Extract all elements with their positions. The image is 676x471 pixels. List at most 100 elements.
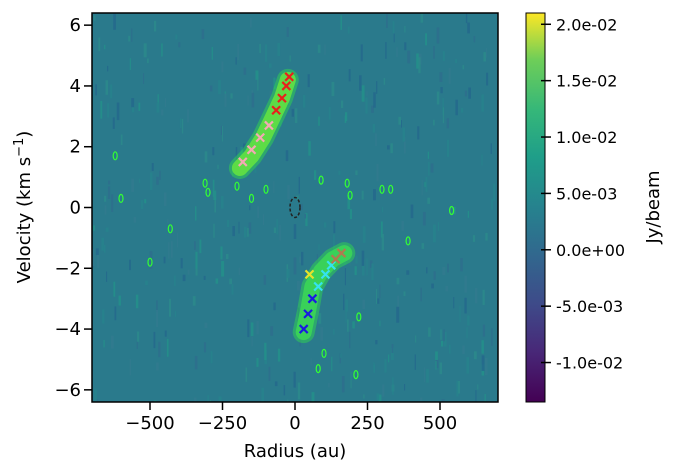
noise-streak xyxy=(120,134,123,145)
noise-streak xyxy=(475,390,477,402)
noise-streak xyxy=(467,22,470,34)
noise-streak xyxy=(372,124,376,133)
noise-streak xyxy=(376,163,379,182)
noise-streak xyxy=(376,81,378,94)
noise-streak xyxy=(428,327,431,337)
noise-streak xyxy=(268,63,272,68)
noise-streak xyxy=(408,237,410,246)
noise-streak xyxy=(363,394,365,399)
noise-streak xyxy=(414,354,416,370)
noise-streak xyxy=(209,85,213,92)
contour-blob xyxy=(315,364,321,374)
noise-streak xyxy=(212,147,215,156)
noise-streak xyxy=(481,154,483,166)
noise-streak xyxy=(116,102,120,121)
noise-streak xyxy=(118,295,121,306)
noise-streak xyxy=(447,263,449,273)
noise-streak xyxy=(485,232,488,241)
x-axis: −500 −250 0 250 500 xyxy=(125,402,457,434)
noise-streak xyxy=(373,364,376,373)
noise-streak xyxy=(446,139,449,157)
noise-streak xyxy=(297,281,300,291)
noise-streak xyxy=(254,166,257,173)
colorbar-tick-label: 1.5e-02 xyxy=(556,72,617,91)
noise-streak xyxy=(473,351,477,360)
noise-streak xyxy=(425,33,427,46)
noise-streak xyxy=(318,313,322,324)
contour-blob xyxy=(356,312,362,322)
contour-blob xyxy=(202,178,208,188)
noise-streak xyxy=(210,351,213,364)
noise-streak xyxy=(316,254,318,264)
noise-streak xyxy=(138,102,141,111)
noise-streak xyxy=(251,90,254,95)
noise-streak xyxy=(426,267,428,274)
noise-streak xyxy=(371,105,374,113)
noise-streak xyxy=(428,161,430,176)
colorbar-tick-label: 5.0e-03 xyxy=(556,184,617,203)
noise-streak xyxy=(347,195,351,210)
noise-streak xyxy=(314,170,317,180)
noise-streak xyxy=(169,298,171,317)
noise-streak xyxy=(392,21,395,34)
noise-streak xyxy=(136,331,140,342)
noise-streak xyxy=(211,46,213,60)
noise-streak xyxy=(261,387,264,402)
noise-streak xyxy=(477,384,479,390)
noise-streak xyxy=(104,205,107,215)
noise-streak xyxy=(213,223,215,238)
noise-streak xyxy=(433,224,436,243)
noise-streak xyxy=(435,360,437,370)
noise-streak xyxy=(154,20,157,32)
noise-streak xyxy=(361,85,365,102)
noise-streak xyxy=(456,380,459,397)
noise-streak xyxy=(473,36,476,43)
y-axis-label-close: ) xyxy=(14,131,35,138)
noise-streak xyxy=(273,181,275,194)
noise-streak xyxy=(396,47,398,57)
noise-streak xyxy=(264,342,267,361)
colorbar: -1.0e-02 -5.0e-03 0.0e+00 5.0e-03 1.0e-02 1.5… xyxy=(525,12,664,403)
noise-streak xyxy=(381,206,383,213)
noise-streak xyxy=(92,371,94,379)
red-marker xyxy=(277,93,287,103)
pink-marker xyxy=(238,157,248,167)
noise-streak xyxy=(195,251,198,269)
noise-streak xyxy=(113,13,116,30)
noise-streak xyxy=(286,269,290,278)
noise-streak xyxy=(459,305,461,322)
noise-streak xyxy=(366,258,368,276)
noise-streak xyxy=(448,67,451,84)
noise-layer xyxy=(92,13,496,402)
noise-streak xyxy=(212,179,215,197)
noise-streak xyxy=(249,205,251,211)
noise-streak xyxy=(464,275,467,293)
y-tick-label: −2 xyxy=(54,258,81,279)
noise-streak xyxy=(455,99,458,116)
noise-streak xyxy=(464,297,467,314)
noise-streak xyxy=(103,245,106,253)
noise-streak xyxy=(385,42,387,59)
noise-streak xyxy=(129,359,132,376)
noise-streak xyxy=(427,197,430,204)
noise-streak xyxy=(257,72,259,91)
noise-streak xyxy=(407,50,411,64)
noise-streak xyxy=(293,371,296,388)
noise-streak xyxy=(163,256,166,264)
noise-streak xyxy=(354,266,357,276)
noise-streak xyxy=(268,366,271,381)
noise-streak xyxy=(291,108,294,117)
noise-streak xyxy=(406,270,410,275)
noise-streak xyxy=(105,227,109,232)
noise-streak xyxy=(230,93,233,99)
noise-streak xyxy=(106,271,108,282)
noise-streak xyxy=(166,338,169,357)
noise-streak xyxy=(472,235,476,242)
noise-streak xyxy=(269,90,272,103)
noise-streak xyxy=(332,234,335,251)
noise-streak xyxy=(362,259,365,276)
noise-streak xyxy=(383,78,386,85)
noise-streak xyxy=(247,319,250,338)
noise-streak xyxy=(338,170,341,175)
noise-streak xyxy=(435,351,438,360)
